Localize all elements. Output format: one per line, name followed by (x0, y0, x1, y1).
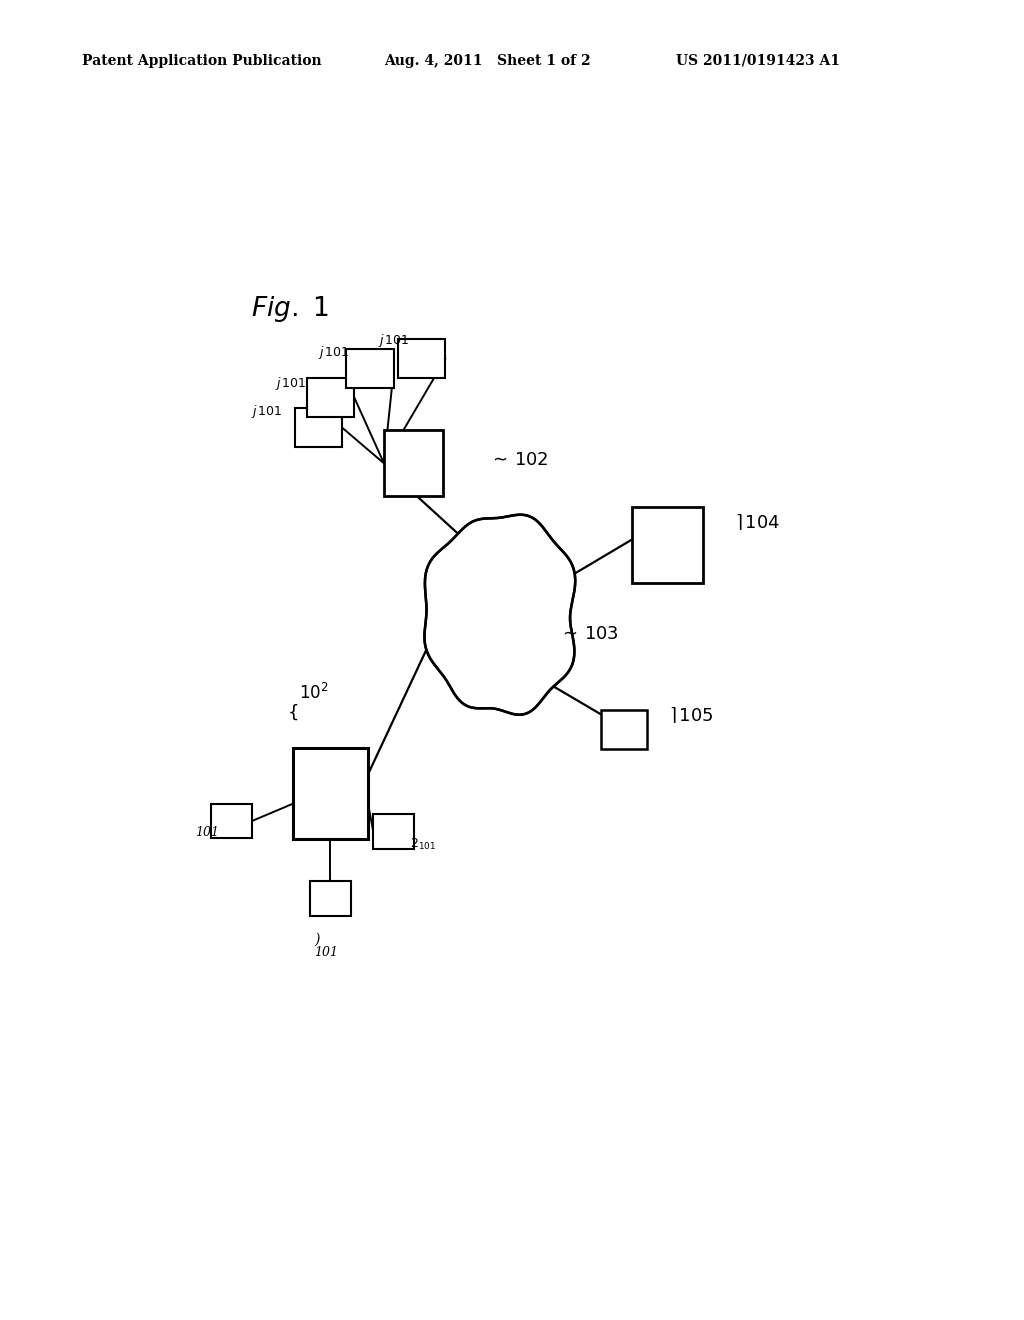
Bar (397, 339, 445, 378)
Text: $2_{101}$: $2_{101}$ (410, 837, 435, 851)
Text: ): ) (314, 933, 319, 946)
Bar (373, 814, 415, 849)
Text: $\mathit{\rceil\,104}$: $\mathit{\rceil\,104}$ (735, 512, 780, 532)
Text: US 2011/0191423 A1: US 2011/0191423 A1 (676, 54, 840, 67)
Bar (295, 408, 342, 447)
Bar (309, 880, 351, 916)
Text: $10^2$: $10^2$ (299, 682, 329, 704)
Text: $\sim\,103$: $\sim\,103$ (559, 626, 618, 643)
Text: $\mathit{j\,}$$\mathit{101}$: $\mathit{j\,}$$\mathit{101}$ (378, 333, 410, 350)
Bar (346, 350, 394, 388)
Text: $\sim\,102$: $\sim\,102$ (489, 451, 549, 470)
Text: $\it{Fig.}$ $\it{1}$: $\it{Fig.}$ $\it{1}$ (251, 294, 329, 323)
Bar (384, 430, 443, 496)
Text: 101: 101 (196, 826, 219, 840)
Text: $\mathit{j\,}$$\mathit{101}$: $\mathit{j\,}$$\mathit{101}$ (251, 403, 283, 420)
Text: Aug. 4, 2011   Sheet 1 of 2: Aug. 4, 2011 Sheet 1 of 2 (384, 54, 591, 67)
Text: $\mathit{\rceil\,105}$: $\mathit{\rceil\,105}$ (670, 706, 714, 726)
Text: 101: 101 (314, 946, 339, 960)
Text: $\mathit{\{}$: $\mathit{\{}$ (287, 702, 298, 722)
Bar (601, 710, 647, 748)
Text: $\mathit{j\,}$$\mathit{101}$: $\mathit{j\,}$$\mathit{101}$ (274, 375, 306, 392)
Bar (211, 804, 252, 838)
Bar (632, 507, 703, 582)
Bar (293, 748, 368, 840)
Text: Patent Application Publication: Patent Application Publication (82, 54, 322, 67)
Text: $\mathit{j\,}$$\mathit{101}$: $\mathit{j\,}$$\mathit{101}$ (318, 343, 350, 360)
Polygon shape (424, 515, 575, 714)
Bar (306, 378, 354, 417)
